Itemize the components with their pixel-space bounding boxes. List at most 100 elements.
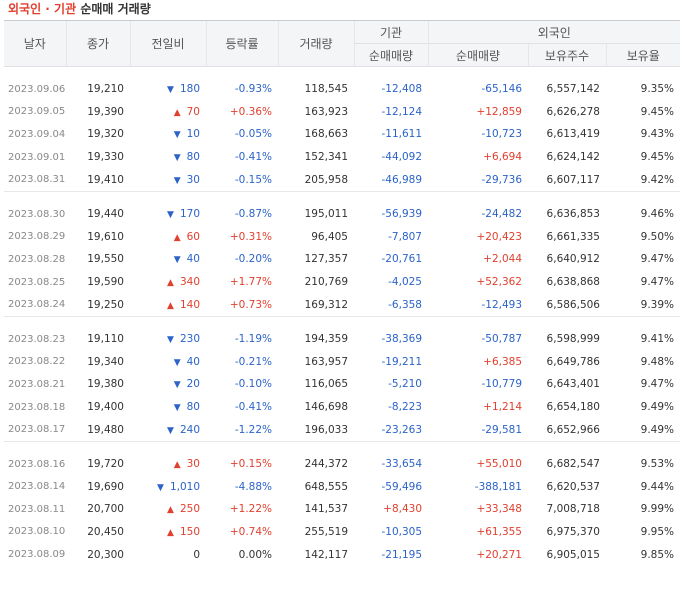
cell-close: 19,340	[87, 355, 124, 368]
cell-ratio: 9.42%	[640, 173, 675, 186]
table-row: 2023.08.17 19,480 ▼ 240 -1.22% 196,033 -23,263…	[4, 418, 680, 441]
cell-change: ▼ 10	[130, 123, 206, 146]
cell-foreign-net: -10,779	[481, 378, 522, 391]
cell-rate: 0.00%	[238, 548, 272, 561]
cell-change: ▼ 40	[130, 351, 206, 374]
change-value: 80	[186, 151, 200, 164]
cell-date: 2023.08.10	[8, 526, 66, 538]
cell-date: 2023.08.23	[8, 333, 66, 345]
cell-holdings: 6,624,142	[546, 151, 600, 164]
cell-date: 2023.08.21	[8, 378, 66, 390]
cell-holdings: 6,636,853	[546, 208, 600, 221]
cell-change: ▲ 140	[130, 293, 206, 316]
cell-close: 19,320	[87, 128, 124, 141]
cell-inst-net: -6,358	[388, 298, 422, 311]
cell-inst-net: -44,092	[381, 151, 422, 164]
table-row: 2023.09.01 19,330 ▼ 80 -0.41% 152,341 -44,092 +…	[4, 146, 680, 169]
cell-change: ▲ 340	[130, 271, 206, 294]
cell-holdings: 6,652,966	[546, 423, 600, 436]
cell-close: 19,480	[87, 423, 124, 436]
cell-foreign-net: +61,355	[476, 525, 522, 538]
cell-close: 19,390	[87, 105, 124, 118]
cell-volume: 96,405	[311, 230, 348, 243]
cell-volume: 142,117	[304, 548, 348, 561]
change-value: 250	[179, 503, 200, 516]
cell-holdings: 6,557,142	[546, 83, 600, 96]
table-row: 2023.08.28 19,550 ▼ 40 -0.20% 127,357 -20,761 +…	[4, 248, 680, 271]
cell-change: ▼ 230	[130, 328, 206, 351]
header-change: 전일비	[129, 20, 206, 67]
cell-volume: 194,359	[304, 333, 348, 346]
change-value: 150	[179, 525, 200, 538]
title-prefix: 외국인 · 기관	[8, 2, 77, 16]
cell-close: 20,300	[87, 548, 124, 561]
cell-close: 20,700	[87, 503, 124, 516]
cell-rate: -0.20%	[234, 253, 272, 266]
triangle-down-icon: ▼	[167, 425, 174, 436]
cell-ratio: 9.35%	[640, 83, 675, 96]
cell-foreign-net: +52,362	[476, 276, 522, 289]
change-value: 230	[179, 333, 200, 346]
cell-change: ▲ 60	[130, 226, 206, 249]
cell-inst-net: -10,305	[381, 525, 422, 538]
cell-inst-net: -4,025	[388, 276, 422, 289]
cell-change: 0	[130, 543, 206, 566]
cell-foreign-net: +6,694	[483, 151, 522, 164]
cell-volume: 127,357	[304, 253, 348, 266]
cell-foreign-net: +2,044	[483, 253, 522, 266]
cell-date: 2023.09.05	[8, 106, 66, 118]
table-row: 2023.08.25 19,590 ▲ 340 +1.77% 210,769 -4,025 +…	[4, 271, 680, 294]
cell-date: 2023.08.17	[8, 424, 66, 436]
cell-date: 2023.08.22	[8, 356, 66, 368]
header-volume: 거래량	[277, 20, 354, 67]
cell-inst-net: -12,124	[381, 105, 422, 118]
cell-change: ▼ 40	[130, 248, 206, 271]
change-value: 170	[179, 208, 200, 221]
cell-inst-net: -33,654	[381, 458, 422, 471]
cell-ratio: 9.49%	[640, 401, 675, 414]
cell-volume: 152,341	[304, 151, 348, 164]
header-inst-net: 순매매량	[353, 43, 428, 67]
cell-rate: +0.73%	[229, 298, 272, 311]
triangle-down-icon: ▼	[167, 210, 174, 221]
cell-date: 2023.08.30	[8, 208, 66, 220]
cell-date: 2023.08.25	[8, 276, 66, 288]
cell-ratio: 9.85%	[640, 548, 675, 561]
cell-foreign-net: -24,482	[481, 208, 522, 221]
change-value: 10	[186, 128, 200, 141]
header-date: 날자	[4, 20, 66, 67]
cell-ratio: 9.45%	[640, 105, 675, 118]
cell-holdings: 6,613,419	[546, 128, 600, 141]
table-body: 2023.09.06 19,210 ▼ 180 -0.93% 118,545 -12,408…	[4, 67, 681, 577]
cell-foreign-net: +1,214	[483, 401, 522, 414]
cell-volume: 168,663	[304, 128, 348, 141]
triangle-up-icon: ▲	[167, 505, 174, 516]
table-row: 2023.09.05 19,390 ▲ 70 +0.36% 163,923 -12,124 +…	[4, 101, 680, 124]
table-row: 2023.08.16 19,720 ▲ 30 +0.15% 244,372 -33,654 +…	[4, 453, 680, 476]
cell-close: 19,690	[87, 480, 124, 493]
header-foreign: 외국인	[427, 20, 681, 44]
table-row: 2023.09.04 19,320 ▼ 10 -0.05% 168,663 -11,611 -…	[4, 123, 680, 146]
cell-close: 19,210	[87, 83, 124, 96]
cell-rate: -4.88%	[234, 480, 272, 493]
cell-change: ▼ 180	[130, 78, 206, 101]
cell-volume: 255,519	[304, 525, 348, 538]
cell-ratio: 9.45%	[640, 151, 675, 164]
triangle-down-icon: ▼	[173, 255, 181, 266]
cell-rate: +0.74%	[229, 525, 272, 538]
change-value: 1,010	[169, 480, 200, 493]
cell-holdings: 6,649,786	[546, 355, 600, 368]
table-row: 2023.08.24 19,250 ▲ 140 +0.73% 169,312 -6,358 -…	[4, 293, 680, 316]
cell-rate: +1.77%	[229, 276, 272, 289]
cell-foreign-net: -65,146	[481, 83, 522, 96]
table-row: 2023.08.30 19,440 ▼ 170 -0.87% 195,011 -56,939…	[4, 203, 680, 226]
cell-ratio: 9.39%	[640, 298, 675, 311]
cell-foreign-net: +20,423	[476, 230, 522, 243]
cell-holdings: 6,598,999	[546, 333, 600, 346]
cell-change: ▲ 30	[130, 453, 206, 476]
triangle-down-icon: ▼	[173, 403, 181, 414]
cell-date: 2023.08.24	[8, 299, 66, 311]
cell-inst-net: -21,195	[381, 548, 422, 561]
cell-inst-net: -8,223	[388, 401, 422, 414]
cell-date: 2023.08.16	[8, 458, 66, 470]
